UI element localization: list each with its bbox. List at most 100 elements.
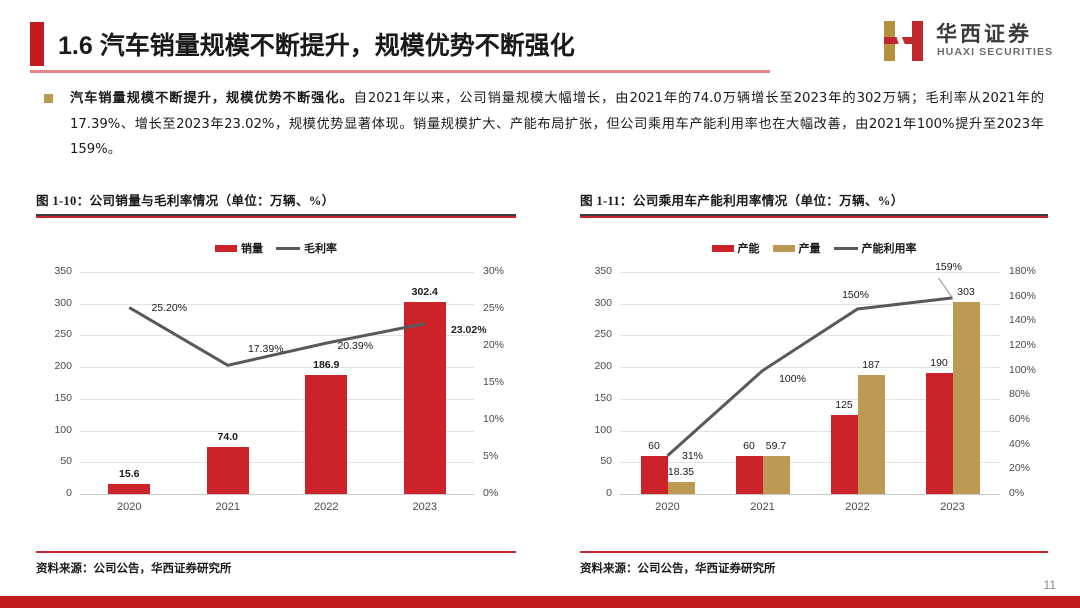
source-right-rule	[580, 551, 1048, 553]
y-axis-tick-right: 5%	[483, 450, 499, 462]
bar-value-label: 186.9	[313, 359, 340, 372]
gridline	[620, 494, 1000, 495]
x-axis-tick: 2021	[750, 501, 775, 513]
huaxi-logo: 华西证券 HUAXI SECURITIES	[882, 18, 1052, 64]
bullet-square-icon	[44, 94, 53, 103]
x-axis-tick: 2022	[845, 501, 870, 513]
line-value-label: 17.39%	[247, 343, 284, 356]
source-left: 资料来源：公司公告，华西证券研究所	[36, 551, 516, 581]
bar-销量	[403, 302, 446, 494]
y-axis-tick-right: 0%	[1009, 487, 1025, 499]
y-axis-tick-right: 20%	[483, 339, 505, 351]
y-axis-tick-left: 300	[594, 296, 612, 309]
y-axis-tick-right: 40%	[1009, 437, 1031, 450]
figure-left-plot: 0 50 100 150 200 250 300 350 0% 5% 10% 15% 20% 25% 30%…	[36, 264, 516, 522]
slide-header: 1.6 汽车销量规模不断提升，规模优势不断强化 华西证券 HUAXI SECUR…	[0, 0, 1080, 78]
source-right-text: 资料来源：公司公告，华西证券研究所	[580, 563, 776, 575]
y-axis-tick-left: 200	[54, 360, 72, 373]
figure-right-legend: 产能 产量 产能利用率	[580, 240, 1048, 256]
y-axis-tick-left: 100	[594, 423, 612, 436]
bar-产能	[735, 455, 763, 494]
x-axis-tick: 2020	[655, 501, 680, 513]
gridline	[80, 494, 474, 495]
figure-right-title: 图 1-11：公司乘用车产能利用率情况（单位：万辆、%）	[580, 194, 904, 208]
bar-产能	[830, 414, 858, 494]
line-value-label: 25.20%	[151, 301, 188, 314]
paragraph-text: 自2021年以来，公司销量规模大幅增长，由2021年的74.0万辆增长至2023…	[70, 91, 1044, 157]
line-value-label: 23.02%	[450, 323, 487, 336]
line-value-label: 159%	[935, 260, 962, 273]
y-axis-tick-left: 50	[60, 455, 72, 468]
y-axis-tick-right: 160%	[1009, 289, 1036, 302]
y-axis-tick-left: 50	[600, 455, 612, 468]
bar-销量	[305, 375, 348, 494]
footer-band	[0, 596, 1080, 608]
x-axis-tick: 2021	[215, 501, 240, 513]
bar-销量	[206, 447, 249, 494]
page-number: 11	[1043, 578, 1056, 592]
y-axis-tick-right: 30%	[483, 265, 505, 277]
y-axis-tick-left: 200	[594, 360, 612, 373]
legend-label: 产量	[798, 243, 821, 255]
y-axis-tick-right: 20%	[1009, 462, 1031, 475]
bar-value-label: 74.0	[217, 431, 238, 444]
bar-产量	[667, 482, 695, 494]
y-axis-tick-right: 180%	[1009, 265, 1036, 277]
y-axis-tick-left: 250	[54, 328, 72, 341]
y-axis-tick-left: 0	[606, 487, 612, 499]
line-value-label: 20.39%	[337, 340, 374, 353]
title-underline	[30, 70, 770, 73]
legend-item-capacity: 产能	[711, 240, 760, 256]
bar-产能	[925, 373, 953, 494]
title-accent-block	[30, 22, 44, 66]
x-axis-tick: 2020	[117, 501, 142, 513]
logo-chinese-name: 华西证券	[936, 22, 1032, 46]
gridline	[80, 398, 474, 400]
gridline	[80, 303, 474, 305]
bar-value-label: 60	[743, 439, 755, 452]
page-title: 1.6 汽车销量规模不断提升，规模优势不断强化	[58, 32, 575, 60]
gridline	[620, 272, 1000, 273]
figure-left-rule-red	[36, 216, 516, 218]
legend-item-gross-margin: 毛利率	[276, 240, 337, 256]
logo-english-name: HUAXI SECURITIES	[937, 46, 1054, 58]
bar-产量	[857, 375, 885, 494]
line-value-label: 31%	[681, 449, 703, 462]
legend-swatch-bar-icon	[772, 244, 795, 252]
gridline	[620, 303, 1000, 305]
y-axis-tick-right: 10%	[483, 413, 505, 425]
bar-value-label: 18.35	[667, 466, 695, 479]
bar-value-label: 60	[648, 439, 660, 452]
figure-right-rule-red	[580, 216, 1048, 218]
figure-right-rule-dark	[580, 214, 1048, 216]
y-axis-tick-left: 300	[54, 296, 72, 309]
y-axis-tick-left: 150	[594, 391, 612, 404]
gridline	[620, 398, 1000, 400]
gridline	[80, 272, 474, 273]
x-axis-tick: 2023	[412, 501, 437, 513]
gridline	[80, 462, 474, 464]
x-axis-tick: 2022	[314, 501, 339, 513]
gridline	[80, 367, 474, 369]
legend-label: 产能	[737, 243, 760, 255]
bar-销量	[108, 484, 151, 494]
y-axis-tick-left: 100	[54, 423, 72, 436]
y-axis-tick-right: 15%	[483, 376, 505, 388]
figure-left-rule-dark	[36, 214, 516, 216]
x-axis-tick: 2023	[940, 501, 965, 513]
source-left-text: 资料来源：公司公告，华西证券研究所	[36, 563, 232, 575]
gridline	[80, 335, 474, 337]
legend-item-utilization: 产能利用率	[833, 240, 917, 256]
legend-label: 产能利用率	[861, 243, 917, 255]
y-axis-tick-right: 140%	[1009, 314, 1036, 327]
line-value-label: 100%	[779, 372, 806, 385]
gridline	[620, 462, 1000, 464]
gridline	[620, 335, 1000, 337]
y-axis-tick-right: 25%	[483, 302, 505, 314]
bar-value-label: 59.7	[765, 440, 787, 453]
bar-value-label: 303	[957, 285, 975, 298]
legend-label: 毛利率	[304, 243, 337, 255]
bar-value-label: 190	[930, 357, 948, 370]
gridline	[80, 430, 474, 432]
body-paragraph-block: 汽车销量规模不断提升，规模优势不断强化。自2021年以来，公司销量规模大幅增长，…	[44, 86, 1044, 163]
